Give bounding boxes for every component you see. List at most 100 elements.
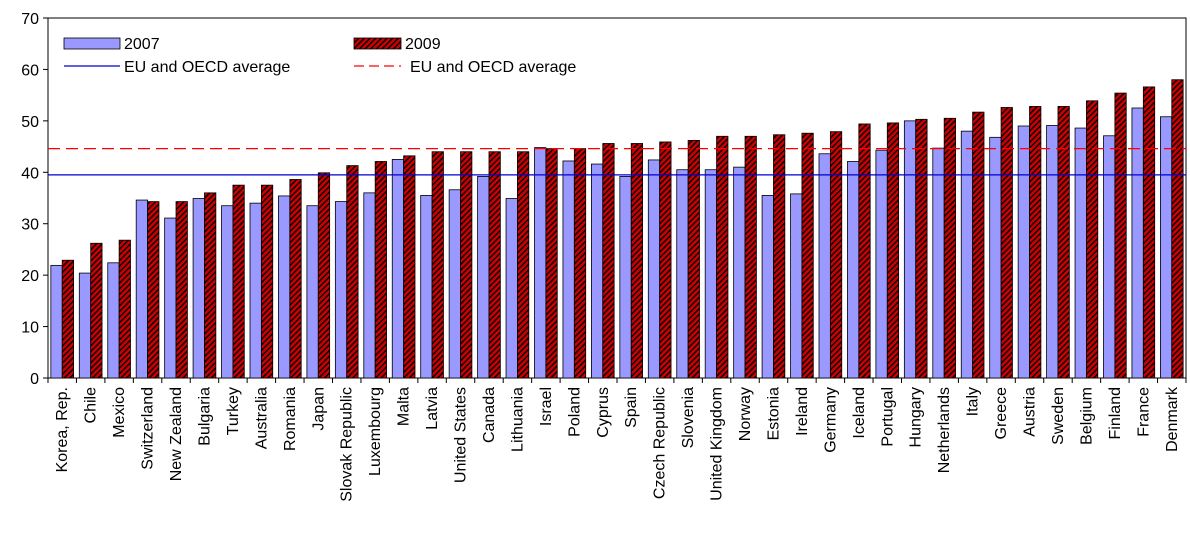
bar-2007: [249, 202, 262, 379]
bar-2007: [50, 264, 63, 379]
bar-2007: [1017, 125, 1030, 379]
bar-2007: [960, 130, 974, 379]
bar-2007: [135, 199, 148, 379]
x-tick-labels: Korea, Rep. Chile Mexico Switzerland New Zea…: [54, 386, 1181, 502]
bar-2009: [61, 259, 75, 379]
x-tick-label: Estonia: [765, 387, 782, 440]
bar-2009: [374, 161, 387, 379]
x-tick-label: Luxembourg: [367, 387, 384, 476]
x-tick-label: Japan: [310, 387, 327, 431]
bar-2009: [1114, 92, 1127, 379]
x-tick-label: Iceland: [851, 387, 868, 439]
bar-2009: [460, 151, 473, 379]
x-tick-label: Czech Republic: [652, 387, 669, 499]
bar-2009: [232, 184, 245, 379]
x-tick-label: Norway: [737, 387, 754, 441]
x-tick-label: Australia: [253, 387, 270, 449]
bar-2007: [818, 153, 831, 379]
y-tick-label: 50: [21, 114, 39, 131]
bar-2007: [619, 175, 632, 379]
bar-2009: [289, 179, 302, 379]
bar-2007: [477, 175, 490, 379]
x-tick-label: Switzerland: [140, 387, 157, 470]
x-tick-label: Lithuania: [509, 387, 526, 452]
reference-lines: [48, 147, 1186, 176]
bar-2009: [602, 143, 615, 379]
x-tick-label: Korea, Rep.: [54, 387, 71, 472]
x-tick-label: France: [1135, 387, 1152, 437]
x-tick-label: Slovak Republic: [339, 387, 356, 502]
bar-2009: [517, 151, 530, 379]
y-tick-label: 60: [21, 62, 39, 79]
bar-2009: [1000, 107, 1013, 379]
y-tick-label: 20: [21, 268, 39, 285]
bar-2009: [858, 123, 871, 379]
bar-2007: [164, 217, 177, 379]
legend-swatch-2007: [63, 37, 121, 50]
x-tick-label: Romania: [282, 387, 299, 451]
x-tick-label: Latvia: [424, 387, 441, 430]
x-tick-label: Canada: [481, 387, 498, 443]
bar-2009: [801, 132, 814, 379]
bar-2009: [1086, 100, 1099, 379]
legend-label-average-2007: EU and OECD average: [124, 59, 290, 76]
x-tick-label: Israel: [538, 387, 555, 426]
x-tick-label: Finland: [1107, 387, 1124, 439]
bar-2007: [363, 192, 376, 379]
bar-2009: [1171, 79, 1184, 379]
bar-2007: [1074, 127, 1087, 379]
bar-2009: [1142, 86, 1156, 379]
bar-2007: [647, 159, 661, 379]
x-tick-label: Spain: [623, 387, 640, 428]
bar-2007: [306, 205, 319, 379]
x-tick-label: Slovenia: [680, 387, 697, 448]
bar-2007: [221, 205, 234, 379]
bar-2009: [204, 192, 217, 379]
bar-2009: [545, 148, 558, 379]
legend-label-average-2009: EU and OECD average: [410, 59, 576, 76]
x-tick-label: Portugal: [879, 387, 896, 447]
bar-2007: [903, 120, 917, 379]
x-tick-label: Sweden: [1050, 387, 1067, 445]
bar-2007: [78, 272, 92, 379]
x-tick-label: Mexico: [111, 387, 128, 438]
bar-2009: [118, 239, 131, 379]
bar-2007: [704, 169, 717, 379]
bar-2007: [448, 189, 461, 379]
bar-2009: [1029, 106, 1042, 379]
bar-2009: [488, 151, 501, 379]
bar-2007: [1103, 135, 1116, 379]
x-tick-label: New Zealand: [168, 387, 185, 481]
x-tick-label: Bulgaria: [196, 387, 213, 446]
bar-2009: [1057, 106, 1070, 379]
x-tick-label: Greece: [993, 387, 1010, 440]
bar-2007: [761, 195, 774, 379]
x-tick-label: Turkey: [225, 387, 242, 435]
bar-2009: [716, 135, 729, 379]
x-tick-label: Germany: [822, 387, 839, 453]
bar-2007: [391, 159, 405, 379]
bar-2009: [147, 201, 160, 379]
bar-2009: [687, 139, 700, 379]
bar-2009: [773, 134, 786, 379]
bar-2009: [403, 155, 416, 379]
bar-2009: [346, 165, 359, 379]
bar-2009: [943, 117, 956, 379]
bar-2007: [590, 163, 604, 379]
bar-2009: [972, 111, 985, 379]
bar-2009: [573, 148, 587, 379]
bar-2009: [659, 141, 672, 379]
bar-2009: [90, 242, 103, 379]
bar-2007: [676, 169, 689, 379]
bar-2007: [847, 161, 860, 379]
legend-label-2009: 2009: [405, 36, 441, 53]
x-tick-label: Poland: [566, 387, 583, 437]
bar-2009: [260, 184, 274, 379]
x-tick-label: Belgium: [1078, 387, 1095, 445]
axes: 0 10 20 30 40 50 60 70: [21, 11, 1187, 388]
bar-2009: [829, 131, 843, 379]
legend-label-2007: 2007: [124, 36, 160, 53]
x-tick-label: Malta: [396, 387, 413, 426]
